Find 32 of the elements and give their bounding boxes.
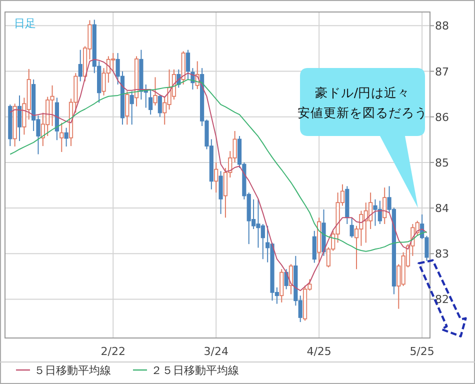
candlestick	[186, 49, 190, 80]
x-tick-label: 3/24	[204, 345, 228, 358]
annotation: 日足	[14, 17, 36, 30]
legend-label: ５日移動平均線	[34, 364, 111, 377]
x-tick-label: 5/25	[410, 345, 434, 358]
y-tick-label: 83	[435, 248, 449, 261]
y-tick-label: 86	[435, 110, 449, 124]
candlestick	[153, 76, 158, 106]
candlestick	[125, 90, 130, 126]
x-tick-label: 2/22	[100, 345, 126, 358]
candlestick	[280, 268, 284, 303]
candlestick	[382, 187, 387, 225]
y-tick-label: 85	[435, 156, 449, 170]
y-tick-label: 84	[435, 202, 449, 216]
y-tick-label: 87	[435, 65, 449, 78]
x-tick-label: 4/25	[306, 345, 332, 358]
y-tick-label: 88	[435, 20, 449, 33]
candlestick	[64, 127, 68, 148]
candlestick	[214, 162, 218, 194]
candlestick	[350, 217, 354, 238]
candlestick	[130, 90, 134, 126]
candlestick	[218, 170, 223, 214]
candlestick	[148, 89, 153, 116]
annotation: 安値更新を図るだろう	[298, 105, 428, 120]
candlestick	[312, 230, 316, 264]
y-tick-label: 82	[435, 293, 449, 306]
candlestick	[60, 122, 64, 152]
legend-label: ２５日移動平均線	[151, 364, 239, 377]
candlestick	[158, 94, 162, 118]
annotation: 豪ドル/円は近々	[314, 85, 410, 100]
candlestick	[17, 94, 22, 142]
candlestick	[78, 49, 82, 82]
